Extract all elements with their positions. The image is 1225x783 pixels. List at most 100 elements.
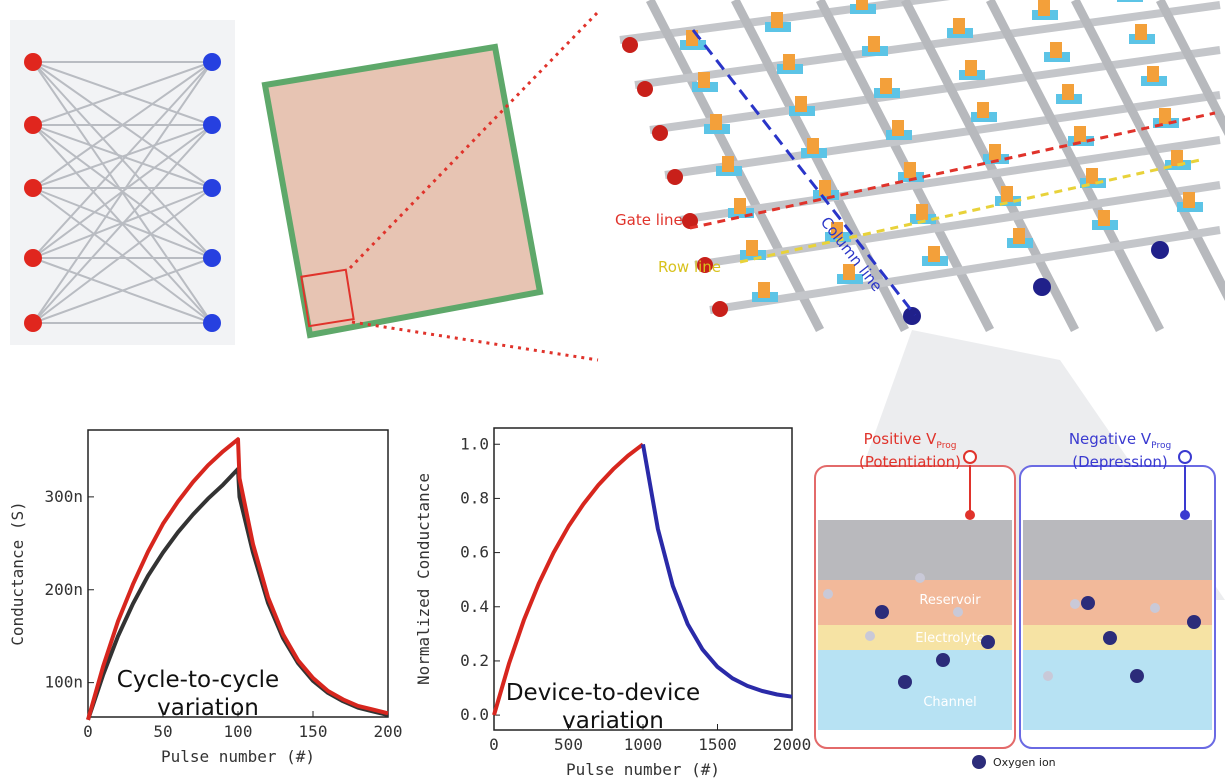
output-node bbox=[1033, 278, 1051, 296]
input-node bbox=[622, 37, 638, 53]
input-node bbox=[24, 53, 42, 71]
vacancy bbox=[1150, 603, 1160, 613]
output-node bbox=[203, 249, 221, 267]
vacancy bbox=[1043, 671, 1053, 681]
cell-orange bbox=[746, 240, 758, 256]
x-tick-label: 150 bbox=[299, 722, 328, 741]
annotation: variation bbox=[157, 695, 259, 721]
input-node bbox=[24, 314, 42, 332]
cell-orange bbox=[989, 144, 1001, 160]
gate-layer bbox=[818, 520, 1012, 580]
column-wire bbox=[990, 0, 1160, 330]
x-tick-label: 0 bbox=[489, 735, 499, 754]
crossbar-grid bbox=[620, 0, 1225, 330]
cell-orange bbox=[892, 120, 904, 136]
cell-orange bbox=[1074, 126, 1086, 142]
cell-orange bbox=[1013, 228, 1025, 244]
cell-orange bbox=[1001, 186, 1013, 202]
oxygen-ion bbox=[1103, 631, 1117, 645]
cell-orange bbox=[1147, 66, 1159, 82]
series-line bbox=[643, 444, 792, 696]
x-tick-label: 0 bbox=[83, 722, 93, 741]
cell-orange bbox=[916, 204, 928, 220]
output-node bbox=[203, 314, 221, 332]
reservoir-layer bbox=[818, 580, 1012, 625]
y-axis-label: Normalized Conductance bbox=[414, 473, 433, 685]
cell-orange bbox=[758, 282, 770, 298]
chip-die bbox=[265, 47, 540, 335]
channel-layer bbox=[1023, 650, 1212, 730]
cell-orange bbox=[1062, 84, 1074, 100]
y-tick-label: 0.4 bbox=[460, 597, 489, 616]
cell-orange bbox=[1098, 210, 1110, 226]
annotation: variation bbox=[562, 708, 664, 734]
x-tick-label: 500 bbox=[554, 735, 583, 754]
input-node bbox=[24, 116, 42, 134]
x-axis-label: Pulse number (#) bbox=[161, 747, 315, 766]
cell-orange bbox=[710, 114, 722, 130]
y-axis-label: Conductance (S) bbox=[8, 501, 27, 646]
cell-orange bbox=[953, 18, 965, 34]
cell-orange bbox=[771, 12, 783, 28]
negative-label: Negative VProg bbox=[1069, 430, 1171, 451]
vacancy bbox=[823, 589, 833, 599]
terminal bbox=[964, 451, 976, 463]
y-tick-label: 0.8 bbox=[460, 488, 489, 507]
input-node bbox=[24, 179, 42, 197]
input-node bbox=[712, 301, 728, 317]
x-tick-label: 2000 bbox=[773, 735, 812, 754]
cell-orange bbox=[977, 102, 989, 118]
x-tick-label: 50 bbox=[153, 722, 172, 741]
output-node bbox=[203, 53, 221, 71]
cell-orange bbox=[880, 78, 892, 94]
reservoir-layer bbox=[1023, 580, 1212, 625]
cell-orange bbox=[807, 138, 819, 154]
channel-label: Channel bbox=[923, 695, 976, 710]
output-node bbox=[903, 307, 921, 325]
terminal bbox=[1179, 451, 1191, 463]
negative-v: Negative V bbox=[1069, 430, 1152, 448]
figure: Gate line Row line Column line Positive … bbox=[0, 0, 1225, 783]
cell-orange bbox=[965, 60, 977, 76]
vacancy bbox=[865, 631, 875, 641]
row-wire bbox=[680, 140, 1220, 220]
oxygen-ion bbox=[936, 653, 950, 667]
row-line-label: Row line bbox=[658, 258, 721, 276]
legend-ion bbox=[972, 755, 986, 769]
oxygen-ion bbox=[898, 675, 912, 689]
device-cells: Positive V Prog (Potentiation) Negative V… bbox=[815, 430, 1215, 769]
y-tick-label: 300n bbox=[44, 487, 83, 506]
cell-orange bbox=[904, 162, 916, 178]
depression-label: (Depression) bbox=[1072, 453, 1168, 471]
cell-orange bbox=[1135, 24, 1147, 40]
oxygen-ion bbox=[1081, 596, 1095, 610]
gate-layer bbox=[1023, 520, 1212, 580]
potentiation-label: (Potentiation) bbox=[859, 453, 961, 471]
y-tick-label: 100n bbox=[44, 673, 83, 692]
zoom-line bbox=[352, 322, 598, 360]
charts: 050100150200100n200n300nPulse number (#)… bbox=[8, 428, 811, 779]
cell-orange bbox=[819, 180, 831, 196]
y-tick-label: 200n bbox=[44, 580, 83, 599]
cell-orange bbox=[1038, 0, 1050, 16]
negative-sub: Prog bbox=[1151, 441, 1171, 451]
output-node bbox=[1151, 241, 1169, 259]
annotation: Device-to-device bbox=[506, 680, 700, 706]
oxygen-ion bbox=[1187, 615, 1201, 629]
y-tick-label: 0.0 bbox=[460, 705, 489, 724]
cell-orange bbox=[1050, 42, 1062, 58]
x-tick-label: 1000 bbox=[624, 735, 663, 754]
electrolyte-layer bbox=[1023, 625, 1212, 650]
row-wire bbox=[665, 95, 1220, 175]
x-tick-label: 1500 bbox=[698, 735, 737, 754]
input-node bbox=[24, 249, 42, 267]
output-node bbox=[203, 179, 221, 197]
cell-orange bbox=[722, 156, 734, 172]
positive-v: Positive V bbox=[864, 430, 938, 448]
reservoir-label: Reservoir bbox=[919, 593, 981, 608]
cell-blue bbox=[1117, 0, 1143, 2]
input-node bbox=[652, 125, 668, 141]
gate-line-label: Gate line bbox=[615, 211, 683, 229]
x-tick-label: 200 bbox=[374, 722, 403, 741]
cell-orange bbox=[795, 96, 807, 112]
